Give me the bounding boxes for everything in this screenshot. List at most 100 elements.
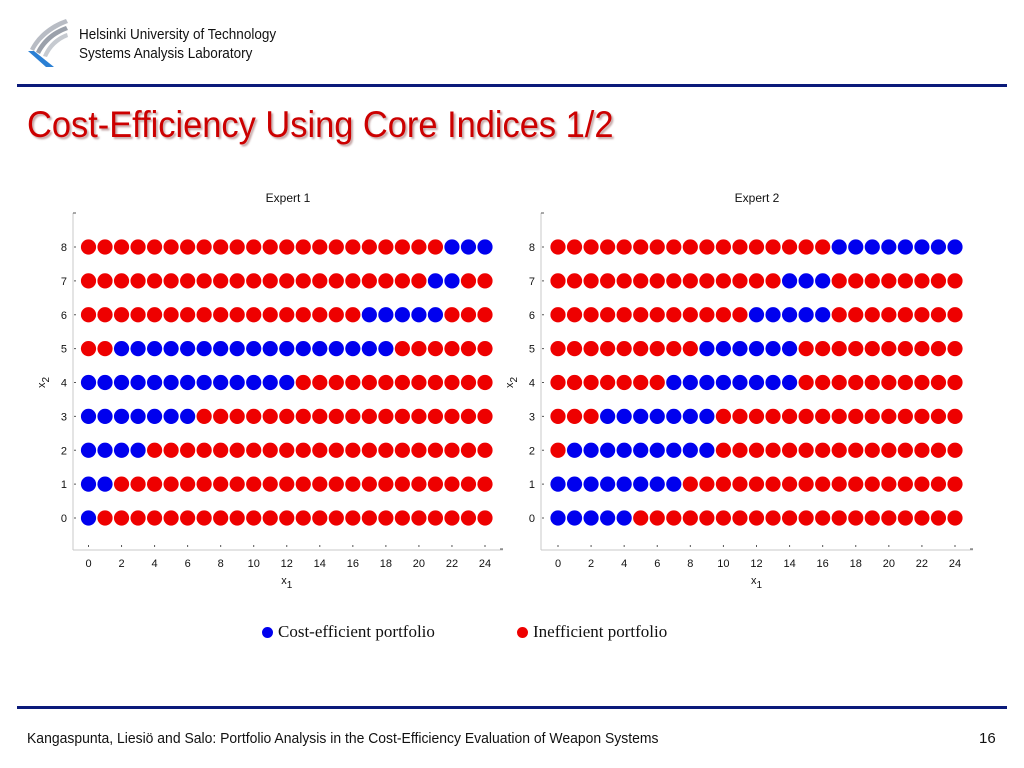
inefficient-point [748, 510, 765, 526]
inefficient-point [246, 510, 262, 526]
inefficient-point [798, 510, 814, 526]
inefficient-point [477, 341, 493, 357]
efficient-point [583, 510, 599, 526]
efficient-point [262, 341, 278, 357]
inefficient-point [312, 476, 328, 492]
inefficient-point [897, 307, 913, 323]
inefficient-point [566, 408, 583, 424]
inefficient-point [328, 307, 344, 323]
inefficient-point [444, 442, 460, 458]
inefficient-point [361, 239, 377, 255]
inefficient-point [345, 374, 361, 391]
inefficient-point [262, 408, 278, 424]
y-axis-label-subscript: 2 [41, 377, 52, 383]
inefficient-point [666, 307, 682, 323]
inefficient-point [815, 442, 831, 458]
inefficient-point [246, 239, 262, 255]
inefficient-point [699, 273, 715, 289]
inefficient-point [427, 341, 444, 357]
inefficient-point [394, 442, 410, 458]
inefficient-point [262, 476, 278, 492]
efficient-point [80, 408, 97, 424]
y-tick-label: 6 [529, 310, 535, 322]
x-tick-label: 4 [621, 558, 627, 570]
inefficient-point [881, 273, 897, 289]
inefficient-point [682, 239, 698, 255]
efficient-point [113, 408, 130, 424]
inefficient-point [732, 442, 748, 458]
inefficient-point [831, 476, 847, 492]
inefficient-point [196, 273, 212, 289]
inefficient-point [715, 442, 732, 458]
efficient-point [765, 341, 781, 357]
inefficient-point [196, 408, 212, 424]
y-axis-label-subscript: 2 [509, 377, 520, 383]
x-tick-label: 10 [717, 558, 729, 570]
inefficient-point [196, 239, 212, 255]
inefficient-point [444, 341, 460, 357]
inefficient-point [798, 442, 814, 458]
inefficient-point [715, 476, 732, 492]
x-tick-label: 22 [446, 558, 458, 570]
inefficient-point [616, 239, 632, 255]
inefficient-point [765, 442, 781, 458]
efficient-point [566, 476, 583, 492]
inefficient-point [312, 239, 328, 255]
efficient-point [550, 510, 566, 526]
inefficient-point [600, 341, 616, 357]
efficient-point [781, 374, 798, 391]
inefficient-point [180, 510, 196, 526]
inefficient-point [295, 239, 311, 255]
inefficient-point [460, 307, 477, 323]
inefficient-point [864, 442, 880, 458]
efficient-point [666, 408, 682, 424]
inefficient-point [699, 307, 715, 323]
efficient-point [394, 307, 410, 323]
inefficient-point [881, 307, 897, 323]
inefficient-point [848, 442, 864, 458]
inefficient-point [947, 510, 963, 526]
header-divider [17, 84, 1007, 87]
efficient-point [616, 408, 632, 424]
efficient-point [80, 510, 97, 526]
inefficient-point [583, 307, 599, 323]
inefficient-point [246, 442, 262, 458]
inefficient-point [914, 442, 930, 458]
x-tick-label: 12 [750, 558, 762, 570]
inefficient-point [427, 442, 444, 458]
inefficient-point [666, 341, 682, 357]
inefficient-point [378, 408, 394, 424]
inefficient-point [897, 273, 913, 289]
inefficient-point [831, 341, 847, 357]
data-points [80, 239, 493, 526]
efficient-point [180, 341, 196, 357]
inefficient-point [600, 307, 616, 323]
inefficient-point [163, 307, 179, 323]
inefficient-point [550, 341, 566, 357]
inefficient-point [914, 408, 930, 424]
x-tick-label: 18 [850, 558, 862, 570]
y-tick-label: 2 [61, 445, 67, 457]
inefficient-point [246, 273, 262, 289]
inefficient-point [378, 273, 394, 289]
efficient-point [815, 307, 831, 323]
inefficient-point [566, 239, 583, 255]
inefficient-point [394, 510, 410, 526]
inefficient-point [295, 408, 311, 424]
inefficient-point [930, 341, 947, 357]
inefficient-point [666, 510, 682, 526]
x-tick-label: 16 [817, 558, 829, 570]
inefficient-point [394, 239, 410, 255]
inefficient-point [848, 510, 864, 526]
efficient-point [312, 341, 328, 357]
inefficient-point [831, 510, 847, 526]
inefficient-point [715, 239, 732, 255]
legend-inefficient: Inefficient portfolio [517, 622, 667, 642]
inefficient-point [477, 476, 493, 492]
efficient-point [914, 239, 930, 255]
efficient-point [682, 442, 698, 458]
efficient-point [765, 307, 781, 323]
inefficient-point [748, 408, 765, 424]
inefficient-point [345, 239, 361, 255]
